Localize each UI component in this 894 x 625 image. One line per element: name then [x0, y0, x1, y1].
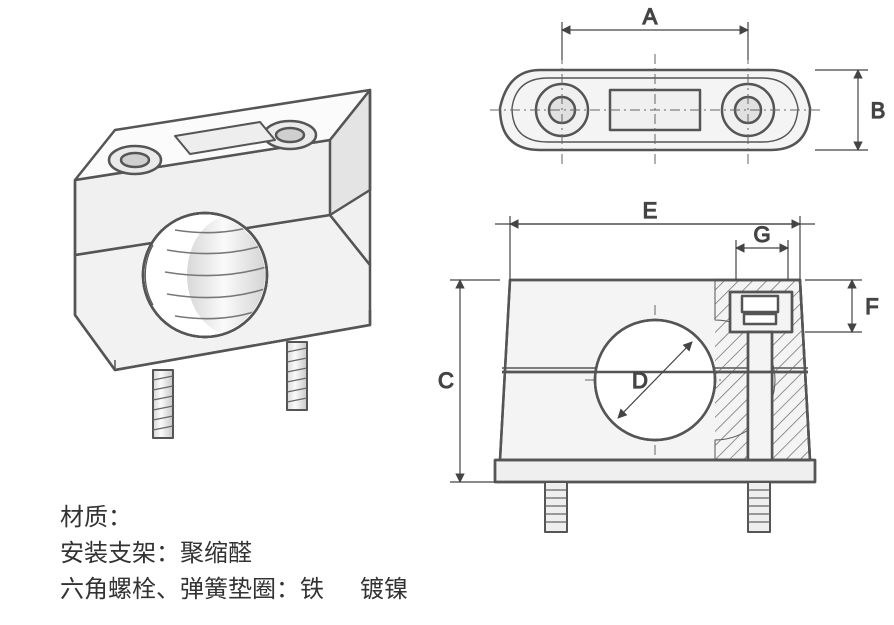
dim-label-D: D [632, 368, 648, 393]
bolt-material-suffix: 镀镍 [360, 577, 408, 603]
diagram-canvas: A B [0, 0, 894, 625]
bolt-material-prefix: 六角螺栓、弹簧垫圈：铁 [60, 577, 324, 603]
dim-label-F: F [865, 294, 878, 319]
dim-label-G: G [753, 222, 770, 247]
dim-label-B: B [871, 98, 886, 123]
bolt-material-line: 六角螺栓、弹簧垫圈：铁 镀镍 [60, 572, 408, 608]
material-heading: 材质： [60, 500, 408, 536]
dim-label-A: A [643, 4, 658, 29]
material-text-block: 材质： 安装支架：聚缩醛 六角螺栓、弹簧垫圈：铁 镀镍 [60, 500, 408, 608]
front-view [495, 280, 815, 532]
top-view [490, 54, 820, 166]
dim-label-C: C [438, 368, 454, 393]
isometric-view [75, 90, 370, 438]
dim-label-E: E [643, 198, 658, 223]
bracket-material-line: 安装支架：聚缩醛 [60, 536, 408, 572]
